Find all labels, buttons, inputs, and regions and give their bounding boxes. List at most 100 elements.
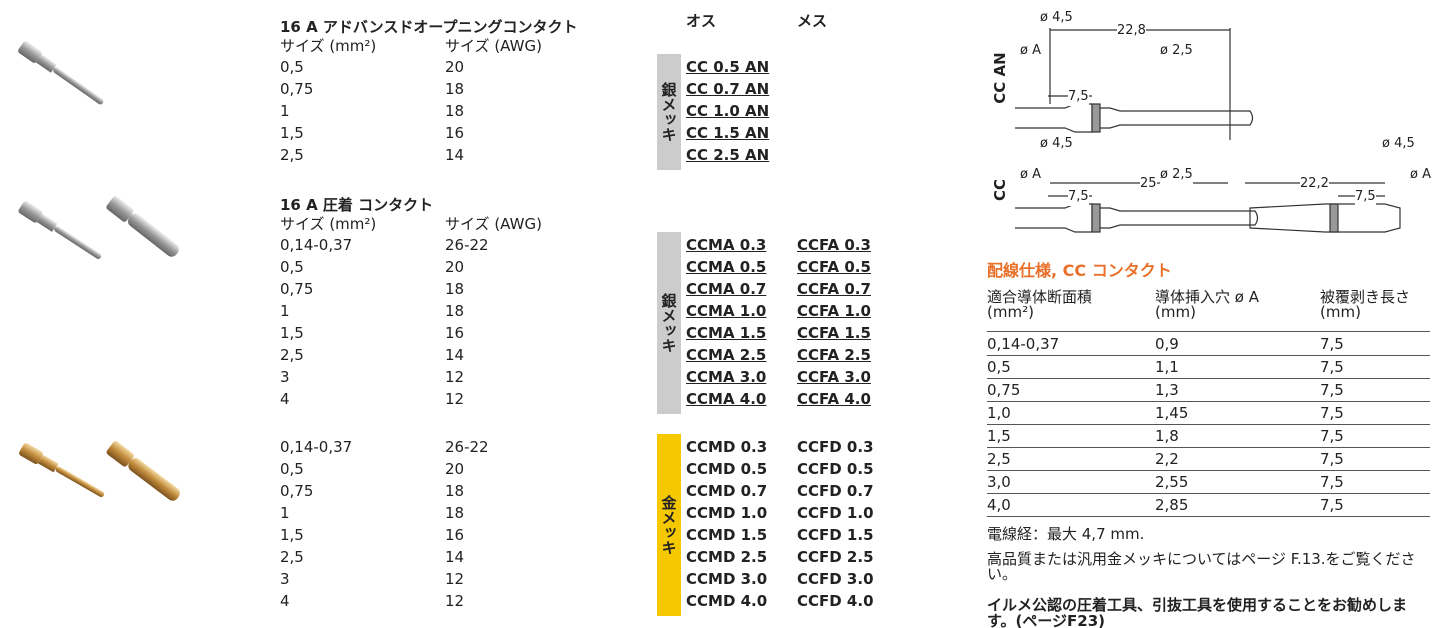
female-part: CCFA 1.5 [797,324,871,342]
female-part: CCFD 0.3 [797,438,874,456]
size-cell: 12 [445,390,465,408]
size-cell: 14 [445,346,465,364]
table-cell: 1,8 [1155,427,1179,445]
size-cell: 1 [280,302,290,320]
table-cell: 2,55 [1155,473,1189,491]
size-cell: 18 [445,102,465,120]
table-cell: 7,5 [1320,450,1344,468]
note: 高品質または汎用金メッキについてはページ F.13.をご覧ください。 [987,550,1416,583]
table-cell: 2,2 [1155,450,1179,468]
female-part: CCFA 2.5 [797,346,871,364]
size-cell: 3 [280,570,290,588]
size-cell: 26-22 [445,236,489,254]
table-cell: 2,5 [987,450,1011,468]
size-cell: 0,75 [280,280,314,298]
size-header: サイズ (AWG) [445,215,542,233]
table-cell: 0,75 [987,381,1021,399]
plating-label: 銀メッキ [657,232,681,414]
male-part: CC 2.5 AN [686,146,770,164]
male-header: オス [686,12,717,30]
note: イルメ公認の圧着工具、引抜工具を使用することをお勧めします。(ページF23) [987,596,1408,628]
size-cell: 26-22 [445,438,489,456]
table-cell: 7,5 [1320,404,1344,422]
male-part: CCMD 2.5 [686,548,768,566]
male-part: CC 0.7 AN [686,80,770,98]
female-part: CCFA 4.0 [797,390,871,408]
table-cell: 7,5 [1320,335,1344,353]
table-header: 導体挿入穴 ø A (mm) [1155,288,1259,321]
table-cell: 1,1 [1155,358,1179,376]
size-cell: 4 [280,390,290,408]
size-cell: 0,5 [280,258,304,276]
plating-text: 金メッキ [659,495,678,555]
size-cell: 2,5 [280,146,304,164]
table-cell: 1,45 [1155,404,1189,422]
size-cell: 18 [445,482,465,500]
table-row [987,403,1430,425]
table-cell: 7,5 [1320,381,1344,399]
dimension: 22,2 [1300,175,1329,193]
size-cell: 18 [445,302,465,320]
plating-label: 銀メッキ [657,54,681,170]
male-part: CC 1.5 AN [686,124,770,142]
table-cell: 7,5 [1320,473,1344,491]
size-cell: 1,5 [280,526,304,544]
male-part: CCMD 1.5 [686,526,768,544]
male-part: CCMA 1.0 [686,302,767,320]
size-header: サイズ (mm²) [280,37,377,55]
female-part: CCFA 3.0 [797,368,871,386]
size-cell: 2,5 [280,346,304,364]
diagram-label: CC [991,178,1009,202]
dimension: ø 4,5 [1382,135,1415,153]
table-cell: 3,0 [987,473,1011,491]
female-part: CCFD 1.0 [797,504,874,522]
dimension: ø A [1410,166,1431,184]
table-rule [987,310,1430,332]
female-part: CCFD 2.5 [797,548,874,566]
table-cell: 0,9 [1155,335,1179,353]
male-part: CCMA 1.5 [686,324,767,342]
female-part: CCFD 3.0 [797,570,874,588]
size-cell: 0,14-0,37 [280,236,353,254]
dimension: ø 4,5 [1040,135,1073,153]
size-cell: 0,75 [280,80,314,98]
male-part: CCMD 4.0 [686,592,768,610]
dimension: ø 4,5 [1040,9,1073,27]
male-part: CCMD 0.5 [686,460,768,478]
table-row [987,426,1430,448]
size-header: サイズ (mm²) [280,215,377,233]
section-title: 16 A アドバンスドオープニングコンタクト [280,18,578,36]
female-part: CCFD 0.7 [797,482,874,500]
table-row [987,357,1430,379]
female-part: CCFA 0.5 [797,258,871,276]
size-cell: 2,5 [280,548,304,566]
male-part: CCMA 3.0 [686,368,767,386]
female-part: CCFD 1.5 [797,526,874,544]
size-cell: 14 [445,146,465,164]
male-part: CCMA 0.3 [686,236,767,254]
male-part: CC 0.5 AN [686,58,770,76]
female-part: CCFA 0.3 [797,236,871,254]
size-cell: 0,75 [280,482,314,500]
table-header: 被覆剥き長さ (mm) [1320,288,1411,321]
size-cell: 18 [445,504,465,522]
dimension: ø 2,5 [1160,166,1193,184]
size-cell: 18 [445,280,465,298]
size-cell: 1,5 [280,324,304,342]
size-cell: 16 [445,324,465,342]
size-cell: 0,14-0,37 [280,438,353,456]
size-cell: 20 [445,258,465,276]
female-part: CCFD 4.0 [797,592,874,610]
section-title: 16 A 圧着 コンタクト [280,196,434,214]
size-cell: 3 [280,368,290,386]
size-cell: 1 [280,504,290,522]
photo-an [18,41,104,105]
table-cell: 7,5 [1320,427,1344,445]
female-part: CCFD 0.5 [797,460,874,478]
size-cell: 20 [445,58,465,76]
size-cell: 0,5 [280,460,304,478]
size-cell: 16 [445,526,465,544]
photo-silver [18,196,179,259]
